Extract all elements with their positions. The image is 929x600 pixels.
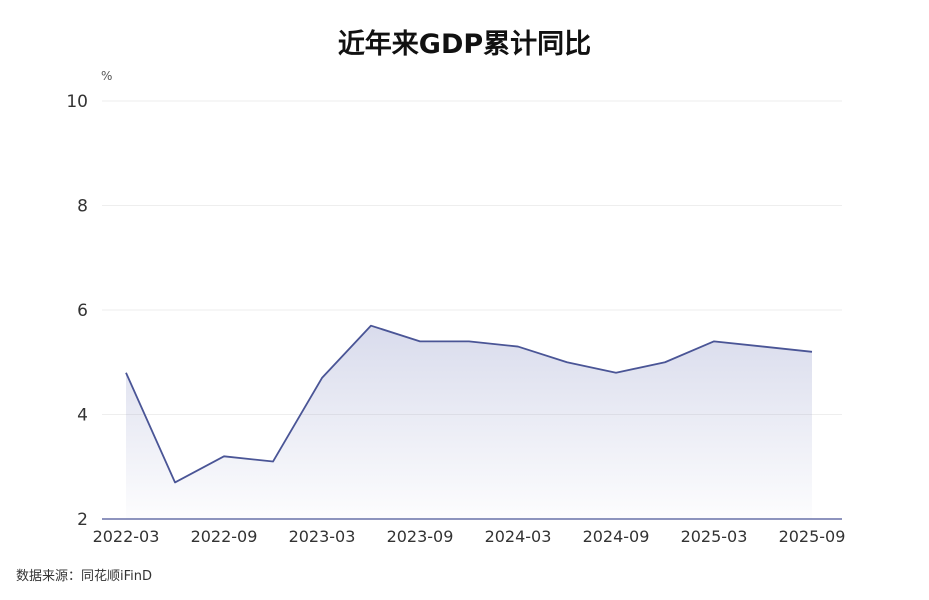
data-point	[516, 345, 520, 349]
x-tick-label: 2023-09	[387, 527, 454, 546]
x-tick-label: 2024-09	[583, 527, 650, 546]
data-point	[565, 360, 569, 364]
data-point	[663, 360, 667, 364]
data-point	[712, 339, 716, 343]
data-point	[271, 460, 275, 464]
data-point	[320, 376, 324, 380]
y-tick-label: 8	[77, 197, 88, 217]
chart-title: 近年来GDP累计同比	[337, 29, 592, 60]
data-point	[467, 339, 471, 343]
x-tick-label: 2023-03	[289, 527, 356, 546]
x-tick-label: 2025-09	[779, 527, 846, 546]
data-point	[761, 345, 765, 349]
data-point	[369, 324, 373, 328]
y-tick-label: 4	[77, 406, 88, 426]
y-axis-unit: %	[101, 69, 112, 83]
y-tick-label: 2	[77, 510, 88, 530]
data-point	[614, 371, 618, 375]
source-note: 数据来源：同花顺iFinD	[16, 569, 153, 584]
x-tick-label: 2022-03	[93, 527, 160, 546]
series-area	[126, 325, 812, 519]
x-tick-label: 2024-03	[485, 527, 552, 546]
series-line	[125, 324, 813, 484]
data-point	[124, 371, 128, 375]
y-tick-label: 10	[66, 92, 88, 112]
data-point	[222, 454, 226, 458]
data-point	[810, 350, 814, 354]
data-point	[418, 339, 422, 343]
x-tick-label: 2025-03	[681, 527, 748, 546]
x-tick-label: 2022-09	[191, 527, 258, 546]
data-point	[173, 480, 177, 484]
y-tick-label: 6	[77, 301, 88, 321]
